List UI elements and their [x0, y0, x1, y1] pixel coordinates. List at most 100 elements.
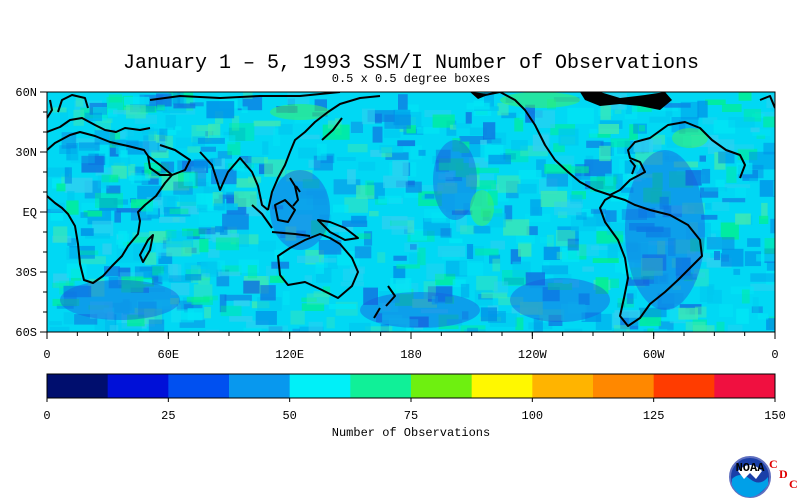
colorbar-tick-label: 50	[282, 409, 296, 423]
density-patch	[668, 238, 676, 256]
density-patch	[658, 320, 674, 332]
density-patch	[301, 297, 317, 302]
low-density-region	[625, 150, 705, 310]
density-patch	[496, 175, 521, 193]
density-patch	[49, 321, 62, 326]
colorbar-tick-label: 75	[404, 409, 418, 423]
density-patch	[763, 116, 775, 128]
density-patch	[330, 232, 339, 241]
density-patch	[397, 140, 416, 147]
density-patch	[115, 139, 126, 155]
density-patch	[257, 297, 282, 311]
density-patch	[548, 314, 563, 326]
density-patch	[267, 325, 288, 332]
density-patch	[614, 325, 630, 332]
density-patch	[554, 201, 582, 216]
density-patch	[605, 173, 614, 186]
no-data-hudson	[580, 92, 672, 110]
density-patch	[590, 208, 606, 214]
density-patch	[199, 212, 226, 226]
density-patch	[452, 138, 461, 152]
density-patch	[369, 211, 379, 217]
density-patch	[490, 240, 505, 250]
density-patch	[631, 262, 642, 280]
density-patch	[424, 110, 452, 118]
density-patch	[483, 122, 496, 140]
density-patch	[530, 199, 543, 216]
density-patch	[322, 286, 331, 294]
density-patch	[127, 164, 136, 177]
density-patch	[480, 139, 487, 145]
density-patch	[393, 109, 411, 126]
density-patch	[678, 120, 686, 134]
colorbar: 0 25 50 75 100 125 150	[43, 373, 786, 423]
density-patch	[95, 192, 123, 208]
density-patch	[287, 92, 310, 104]
density-patch	[328, 304, 357, 310]
density-patch	[742, 170, 758, 181]
density-patch	[659, 196, 669, 210]
density-patch	[163, 127, 177, 136]
density-patch	[63, 312, 74, 325]
density-patch	[410, 244, 417, 250]
density-patch	[426, 263, 445, 280]
density-patch	[592, 258, 619, 263]
coastline-philippines	[289, 177, 301, 207]
density-patch	[363, 287, 378, 305]
density-patch	[218, 271, 241, 277]
density-patch	[219, 194, 238, 199]
density-patch	[127, 314, 145, 327]
latitude-axis: 60N 30N EQ 30S 60S	[15, 86, 47, 340]
density-patch	[386, 331, 412, 332]
density-patch	[301, 303, 325, 311]
density-patch	[749, 151, 775, 170]
density-patch	[78, 256, 106, 265]
density-patch	[481, 292, 508, 299]
density-patch	[173, 103, 196, 109]
density-patch	[327, 120, 340, 129]
density-patch	[378, 195, 402, 204]
density-patch	[661, 293, 684, 304]
density-patch	[233, 159, 245, 171]
density-patch	[390, 278, 412, 295]
density-patch	[288, 214, 313, 231]
density-patch	[180, 205, 199, 215]
density-patch	[543, 246, 560, 260]
density-patch	[294, 117, 316, 124]
density-patch	[614, 310, 641, 318]
density-patch	[204, 307, 211, 319]
density-patch	[156, 104, 165, 111]
density-patch	[141, 279, 152, 285]
density-patch	[111, 139, 139, 147]
density-patch	[599, 145, 611, 162]
density-patch	[130, 172, 149, 185]
colorbar-swatch	[229, 374, 291, 398]
density-patch	[759, 215, 769, 224]
density-patch	[271, 261, 290, 269]
density-patch	[730, 286, 754, 295]
density-patch	[576, 212, 587, 220]
density-patch	[260, 285, 276, 301]
density-patch	[398, 319, 419, 327]
colorbar-swatch	[593, 374, 655, 398]
density-patch	[424, 193, 435, 199]
density-patch	[169, 208, 189, 215]
density-patch	[685, 170, 702, 186]
density-patch	[316, 143, 327, 161]
density-patch	[145, 174, 159, 179]
density-patch	[564, 328, 583, 332]
density-patch	[56, 304, 74, 309]
density-patch	[773, 180, 775, 196]
density-patch	[718, 151, 735, 164]
density-patch	[453, 123, 471, 129]
density-patch	[709, 219, 721, 231]
density-patch	[347, 144, 368, 153]
density-patch	[164, 207, 191, 217]
density-patch	[97, 175, 110, 189]
density-patch	[272, 205, 284, 210]
density-patch	[145, 252, 157, 265]
cdc-letter-d: D	[779, 467, 788, 481]
density-patch	[212, 192, 223, 207]
coastline-arctic-russia	[149, 92, 341, 101]
density-patch	[107, 311, 115, 321]
